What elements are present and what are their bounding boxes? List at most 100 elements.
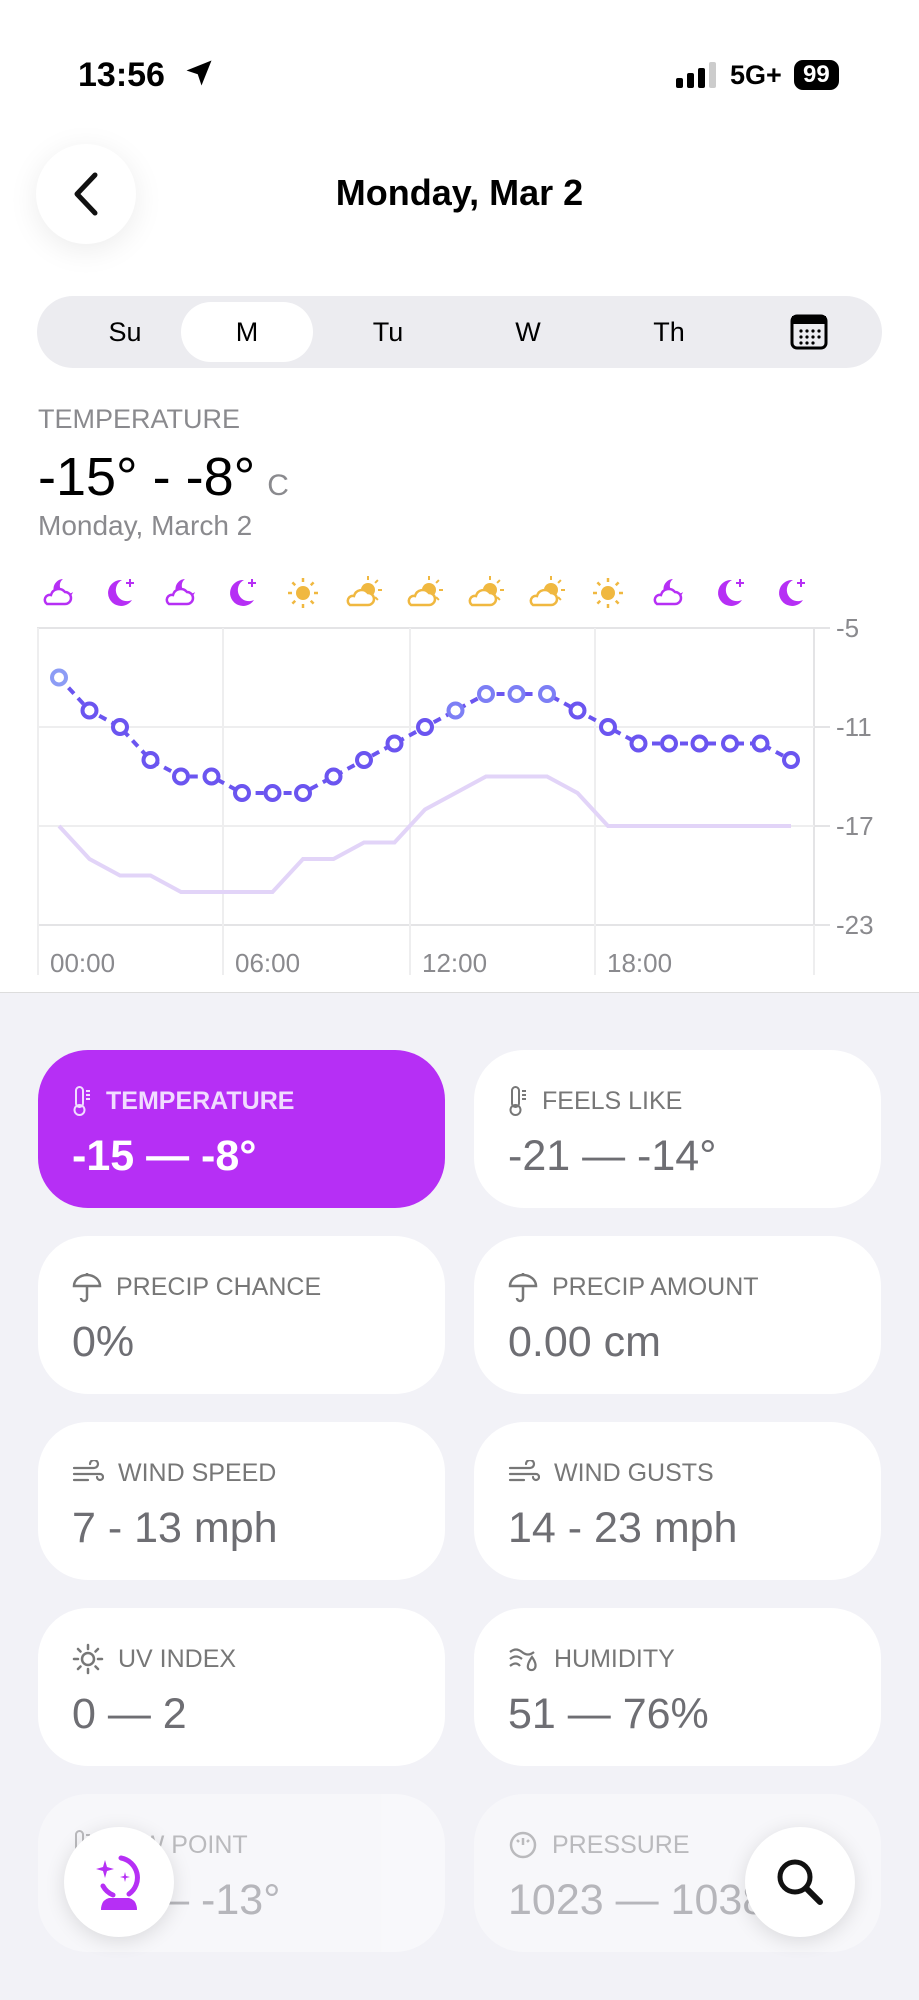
humidity-icon	[508, 1644, 540, 1674]
network-type: 5G+	[730, 60, 782, 90]
back-button[interactable]	[36, 144, 136, 244]
y-tick-label: -11	[836, 712, 872, 742]
chart-frame	[37, 627, 815, 926]
metric-card-value: -15 — -8°	[72, 1132, 257, 1180]
cloud-moon-icon	[43, 579, 73, 606]
temperature-point	[629, 734, 648, 753]
day-tab-thursday[interactable]: Th	[653, 316, 685, 347]
metric-card-label: PRECIP CHANCE	[72, 1270, 445, 1304]
cloud-sun-icon	[346, 576, 382, 607]
crystal-ball-icon	[96, 1855, 140, 1910]
temperature-point	[507, 685, 526, 703]
metric-card-label-text: UV INDEX	[118, 1644, 237, 1673]
metric-card-label: WIND SPEED	[72, 1456, 445, 1490]
day-tab-wednesday[interactable]: W	[515, 316, 541, 347]
metric-card-value: -21 — -14°	[508, 1132, 717, 1180]
temperature-point	[80, 701, 99, 720]
temperature-point	[233, 784, 251, 802]
search-button[interactable]	[745, 1827, 855, 1937]
cloud-sun-icon	[468, 576, 504, 607]
temperature-point	[751, 734, 770, 753]
wind-icon	[508, 1460, 540, 1486]
page-title: Monday, Mar 2	[335, 172, 584, 213]
umbrella-icon	[72, 1271, 102, 1303]
cloud-sun-icon	[407, 576, 443, 607]
cloud-moon-icon	[653, 579, 683, 606]
x-tick-label: 00:00	[50, 948, 115, 978]
moon-stars-icon	[108, 579, 134, 606]
metric-card-value: 0 — 2	[72, 1690, 187, 1738]
metric-card-label: WIND GUSTS	[508, 1456, 881, 1490]
chevron-left-icon	[74, 172, 98, 216]
calendar-icon	[790, 314, 828, 350]
temperature-point	[111, 718, 129, 736]
gauge-icon	[508, 1830, 538, 1860]
metric-card-label: PRECIP AMOUNT	[508, 1270, 881, 1304]
temperature-point	[690, 734, 709, 753]
metric-card-precip-chance[interactable]: PRECIP CHANCE 0%	[38, 1236, 445, 1394]
metric-card-value: 51 — 76%	[508, 1690, 709, 1738]
metric-card-temperature[interactable]: TEMPERATURE -15 — -8°	[38, 1050, 445, 1208]
temperature-point	[141, 751, 160, 769]
metric-card-wind-gusts[interactable]: WIND GUSTS 14 - 23 mph	[474, 1422, 881, 1580]
moon-stars-icon	[230, 579, 256, 606]
temperature-point	[538, 685, 556, 703]
day-tab-monday[interactable]: M	[181, 302, 313, 362]
temperature-point	[477, 685, 495, 703]
hourly-chart: -5 -11 -17 -23 00:00 06:00 12:00 18:00	[37, 576, 874, 978]
signal-icon	[676, 62, 716, 88]
calendar-button[interactable]	[743, 302, 875, 362]
metric-card-value: 0%	[72, 1318, 135, 1366]
temperature-point	[385, 734, 404, 753]
ai-assistant-button[interactable]	[64, 1827, 174, 1937]
moon-stars-icon	[718, 579, 744, 606]
metric-card-label-text: WIND GUSTS	[554, 1458, 714, 1487]
day-tab-sunday[interactable]: Su	[108, 316, 142, 347]
umbrella-icon	[508, 1271, 538, 1303]
metric-card-feels-like[interactable]: FEELS LIKE -21 — -14°	[474, 1050, 881, 1208]
metric-card-label: PRESSURE	[508, 1828, 881, 1862]
metric-card-precip-amount[interactable]: PRECIP AMOUNT 0.00 cm	[474, 1236, 881, 1394]
location-arrow-icon	[186, 60, 212, 86]
metric-card-label-text: PRESSURE	[552, 1830, 690, 1859]
x-tick-label: 06:00	[235, 948, 300, 978]
temperature-point	[202, 767, 221, 786]
metric-card-value: 7 - 13 mph	[72, 1504, 278, 1552]
temperature-range-value: -15° - -8°	[38, 447, 256, 507]
battery-indicator: 99	[794, 60, 839, 90]
temperature-point	[294, 784, 312, 802]
search-icon	[777, 1859, 823, 1905]
temperature-point	[263, 784, 282, 802]
temperature-point	[782, 751, 800, 769]
y-tick-label: -5	[836, 613, 859, 643]
sun-icon	[288, 578, 318, 608]
metric-card-label-text: HUMIDITY	[554, 1644, 675, 1673]
sun-icon	[72, 1643, 104, 1675]
date-subtitle: Monday, March 2	[38, 510, 253, 541]
temperature-point	[660, 734, 678, 753]
metric-card-label: FEELS LIKE	[508, 1084, 881, 1118]
metric-card-label-text: WIND SPEED	[118, 1458, 277, 1487]
metric-card-value: 14 - 23 mph	[508, 1504, 738, 1552]
unit-label: C	[267, 469, 289, 502]
metric-card-label-text: PRECIP CHANCE	[116, 1272, 322, 1301]
metric-card-value: 1023 — 1038	[508, 1876, 767, 1924]
feels-like-line	[57, 774, 791, 894]
metric-card-label-text: PRECIP AMOUNT	[552, 1272, 759, 1301]
metric-card-label: UV INDEX	[72, 1642, 445, 1676]
status-time: 13:56	[78, 56, 165, 94]
x-tick-label: 18:00	[607, 948, 672, 978]
temperature-point	[599, 718, 617, 736]
temperature-point	[568, 701, 587, 720]
metric-card-uv-index[interactable]: UV INDEX 0 — 2	[38, 1608, 445, 1766]
y-tick-label: -23	[836, 910, 874, 940]
moon-stars-icon	[779, 579, 805, 606]
day-tab-tuesday[interactable]: Tu	[372, 316, 404, 347]
cloud-sun-icon	[529, 576, 565, 607]
temperature-point	[50, 668, 68, 687]
thermometer-icon	[72, 1085, 92, 1117]
metric-card-wind-speed[interactable]: WIND SPEED 7 - 13 mph	[38, 1422, 445, 1580]
metric-card-label-text: FEELS LIKE	[542, 1086, 683, 1115]
metric-card-humidity[interactable]: HUMIDITY 51 — 76%	[474, 1608, 881, 1766]
metric-card-label-text: TEMPERATURE	[106, 1086, 295, 1115]
